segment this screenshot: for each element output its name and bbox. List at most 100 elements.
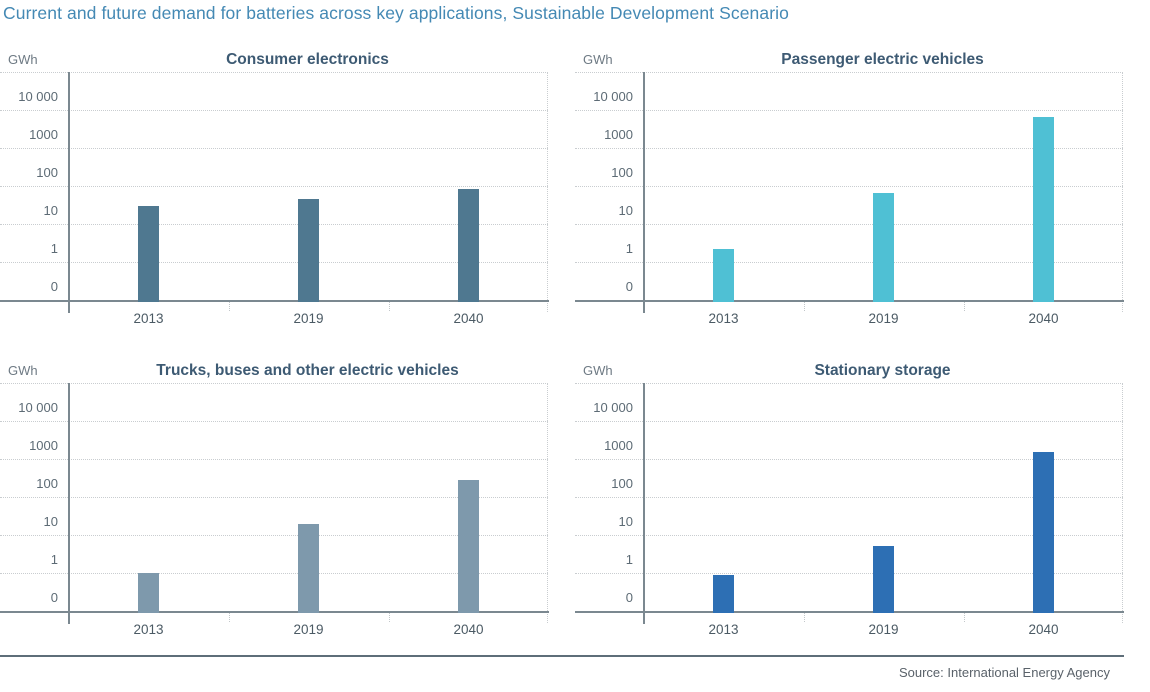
x-tick-mark [963, 302, 965, 311]
x-axis-line [0, 611, 549, 613]
plot-right-edge [1122, 383, 1123, 623]
y-axis-line [643, 383, 645, 624]
y-axis-line [643, 72, 645, 313]
gridline [0, 72, 548, 73]
bar-2019 [873, 546, 894, 613]
y-tick-label: 0 [625, 590, 633, 605]
gridline [0, 148, 548, 149]
y-axis-line [68, 383, 70, 624]
y-tick-label: 0 [50, 279, 58, 294]
y-tick-label: 100 [36, 165, 58, 180]
gridline [575, 383, 1123, 384]
x-tick-mark [803, 613, 805, 622]
x-tick-mark [228, 302, 230, 311]
gridline [0, 459, 548, 460]
chart-panel-trucks-buses-other-ev: Trucks, buses and other electric vehicle… [0, 351, 575, 662]
bar-2019 [298, 199, 319, 302]
gridline [0, 383, 548, 384]
y-axis-unit-label: GWh [8, 52, 38, 67]
bar-2013 [713, 574, 734, 613]
gridline [0, 186, 548, 187]
x-tick-label: 2040 [453, 311, 484, 326]
y-tick-label: 10 [618, 514, 633, 529]
x-tick-label: 2019 [293, 622, 324, 637]
source-attribution: Source: International Energy Agency [898, 665, 1110, 680]
x-tick-label: 2013 [708, 311, 739, 326]
y-tick-label: 0 [625, 279, 633, 294]
x-tick-label: 2019 [868, 622, 899, 637]
gridline [575, 224, 1123, 225]
x-tick-label: 2013 [708, 622, 739, 637]
footer-divider [0, 655, 1124, 657]
y-tick-label: 1000 [604, 127, 633, 142]
y-tick-label: 1 [625, 241, 633, 256]
y-tick-label: 1000 [29, 127, 58, 142]
x-axis-line [575, 611, 1124, 613]
panel-title: Passenger electric vehicles [781, 51, 984, 68]
x-tick-label: 2013 [133, 311, 164, 326]
gridline [575, 535, 1123, 536]
y-tick-label: 10 000 [18, 400, 58, 415]
gridline [0, 110, 548, 111]
panel-title: Stationary storage [814, 362, 951, 379]
gridline [575, 573, 1123, 574]
bar-2013 [138, 573, 159, 613]
y-axis-unit-label: GWh [583, 363, 613, 378]
x-tick-mark [388, 302, 390, 311]
gridline [575, 148, 1123, 149]
bar-2013 [713, 248, 734, 302]
gridline [575, 186, 1123, 187]
y-tick-label: 10 [618, 203, 633, 218]
y-tick-label: 100 [611, 165, 633, 180]
x-tick-label: 2040 [453, 622, 484, 637]
gridline [575, 497, 1123, 498]
y-tick-label: 0 [50, 590, 58, 605]
chart-panel-consumer-electronics: Consumer electronics GWh 0 1 10 100 1000 10 000… [0, 40, 575, 351]
y-tick-label: 10 000 [593, 89, 633, 104]
y-tick-label: 10 000 [18, 89, 58, 104]
gridline [0, 535, 548, 536]
y-axis-unit-label: GWh [8, 363, 38, 378]
y-tick-label: 1 [50, 241, 58, 256]
gridline [575, 421, 1123, 422]
plot-right-edge [1122, 72, 1123, 312]
plot-right-edge [547, 72, 548, 312]
bar-2040 [458, 188, 479, 302]
y-tick-label: 100 [611, 476, 633, 491]
x-axis-line [575, 300, 1124, 302]
bar-2040 [1033, 452, 1054, 613]
x-tick-label: 2019 [293, 311, 324, 326]
x-axis-line [0, 300, 549, 302]
y-tick-label: 100 [36, 476, 58, 491]
y-axis-unit-label: GWh [583, 52, 613, 67]
gridline [575, 459, 1123, 460]
gridline [0, 421, 548, 422]
bar-2019 [298, 523, 319, 613]
x-tick-mark [388, 613, 390, 622]
gridline [575, 262, 1123, 263]
bar-2013 [138, 205, 159, 302]
y-tick-label: 10 000 [593, 400, 633, 415]
y-tick-label: 1000 [29, 438, 58, 453]
bar-2019 [873, 193, 894, 302]
gridline [0, 224, 548, 225]
gridline [575, 110, 1123, 111]
gridline [575, 72, 1123, 73]
x-tick-mark [228, 613, 230, 622]
gridline [0, 573, 548, 574]
figure-title: Current and future demand for batteries … [3, 3, 789, 23]
chart-panel-stationary-storage: Stationary storage GWh 0 1 10 100 1000 10 000 20… [575, 351, 1150, 662]
bar-2040 [458, 480, 479, 613]
y-axis-line [68, 72, 70, 313]
x-tick-label: 2019 [868, 311, 899, 326]
y-tick-label: 1 [625, 552, 633, 567]
panel-title: Trucks, buses and other electric vehicle… [156, 362, 459, 379]
x-tick-mark [963, 613, 965, 622]
y-tick-label: 1 [50, 552, 58, 567]
chart-panel-passenger-electric-vehicles: Passenger electric vehicles GWh 0 1 10 100 100… [575, 40, 1150, 351]
gridline [0, 497, 548, 498]
y-tick-label: 10 [43, 514, 58, 529]
bar-2040 [1033, 117, 1054, 302]
gridline [0, 262, 548, 263]
